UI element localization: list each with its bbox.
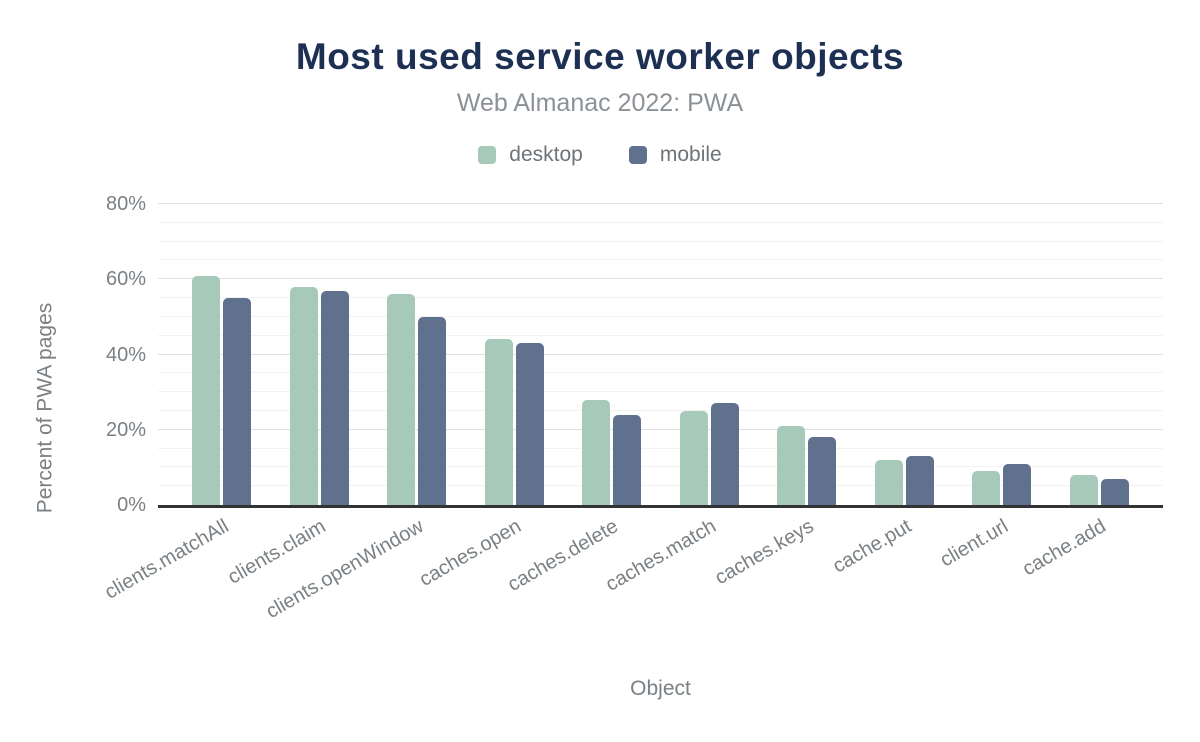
bar-mobile-caches.open[interactable] — [515, 343, 544, 505]
bar-desktop-clients.matchAll[interactable] — [192, 275, 221, 505]
y-tick-label: 20% — [105, 418, 146, 441]
grid-line-minor — [158, 409, 1163, 411]
x-tick-label: caches.match — [601, 515, 720, 596]
bar-mobile-clients.matchAll[interactable] — [223, 298, 252, 505]
legend-label: desktop — [509, 143, 583, 166]
x-tick-label: client.url — [936, 515, 1013, 572]
plot-area: clients.matchAll clients.claim clients.ope… — [101, 203, 1163, 623]
grid-line-minor — [158, 372, 1163, 374]
bar-desktop-caches.match[interactable] — [679, 410, 708, 505]
bar-mobile-caches.keys[interactable] — [808, 437, 837, 505]
bar-mobile-cache.put[interactable] — [905, 456, 934, 505]
bar-mobile-clients.claim[interactable] — [320, 290, 349, 505]
bar-group-clients.matchAll: clients.matchAll — [101, 204, 271, 604]
y-axis-title: Percent of PWA pages — [33, 302, 57, 514]
bar-desktop-clients.openWindow[interactable] — [387, 294, 416, 505]
grid-line-minor — [158, 221, 1163, 223]
grid-line-major — [158, 353, 1163, 355]
bar-mobile-client.url[interactable] — [1003, 463, 1032, 505]
grid-line-minor — [158, 391, 1163, 393]
bar-group-clients.claim: clients.claim — [224, 204, 369, 589]
bar-desktop-cache.add[interactable] — [1069, 474, 1098, 505]
bar-groups: clients.matchAll clients.claim clients.ope… — [101, 204, 1149, 623]
chart-subtitle: Web Almanac 2022: PWA — [456, 89, 744, 117]
bar-group-client.url: client.url — [937, 204, 1051, 571]
bar-desktop-client.url[interactable] — [972, 471, 1001, 505]
y-tick-label: 80% — [105, 193, 146, 215]
grid-line-minor — [158, 485, 1163, 487]
bar-group-cache.put: cache.put — [829, 204, 954, 578]
bar-group-cache.add: cache.add — [1019, 204, 1149, 580]
legend-swatch-desktop — [478, 145, 497, 164]
chart-title: Most used service worker objects — [295, 36, 905, 77]
bar-desktop-caches.delete[interactable] — [582, 399, 611, 505]
bar-group-caches.keys: caches.keys — [711, 204, 856, 589]
bar-group-caches.delete: caches.delete — [504, 204, 661, 596]
legend-item-mobile: mobile — [628, 143, 722, 166]
grid-line-major — [158, 428, 1163, 430]
y-tick-label: 40% — [105, 343, 146, 366]
grid-line-minor — [158, 297, 1163, 299]
y-tick-label: 60% — [105, 268, 146, 291]
grid-line-minor — [158, 334, 1163, 336]
grid-line-minor — [158, 466, 1163, 468]
bar-desktop-cache.put[interactable] — [874, 459, 903, 505]
bar-group-caches.open: caches.open — [416, 204, 564, 591]
grid-line-minor — [158, 259, 1163, 261]
bar-mobile-caches.delete[interactable] — [613, 414, 642, 505]
bar-mobile-caches.match[interactable] — [710, 403, 739, 505]
bar-mobile-cache.add[interactable] — [1100, 478, 1129, 505]
bar-desktop-caches.keys[interactable] — [777, 426, 806, 505]
x-tick-label: cache.put — [828, 515, 915, 578]
x-tick-label: cache.add — [1018, 515, 1110, 581]
grid-line-minor — [158, 315, 1163, 317]
x-tick-label: clients.matchAll — [100, 515, 233, 604]
x-tick-label: caches.delete — [504, 515, 623, 596]
bar-group-clients.openWindow: clients.openWindow — [262, 204, 466, 623]
grid-line-major — [158, 203, 1163, 204]
bar-desktop-caches.open[interactable] — [484, 339, 513, 505]
grid-line-minor — [158, 240, 1163, 242]
legend-item-desktop: desktop — [478, 144, 583, 165]
grid-line-minor — [158, 447, 1163, 449]
bar-group-caches.match: caches.match — [602, 204, 759, 596]
y-tick-label: 0% — [117, 494, 146, 516]
legend: desktop mobile — [0, 144, 1200, 165]
legend-label: mobile — [659, 143, 722, 166]
x-axis-title: Object — [630, 677, 691, 700]
bar-mobile-clients.openWindow[interactable] — [418, 316, 447, 505]
y-axis-tick-labels: 0% 20% 40% 60% 80% — [58, 194, 146, 515]
legend-swatch-mobile — [628, 145, 647, 164]
bar-desktop-clients.claim[interactable] — [289, 286, 318, 505]
x-tick-label: caches.keys — [710, 515, 818, 590]
grid-line-major — [158, 278, 1163, 280]
